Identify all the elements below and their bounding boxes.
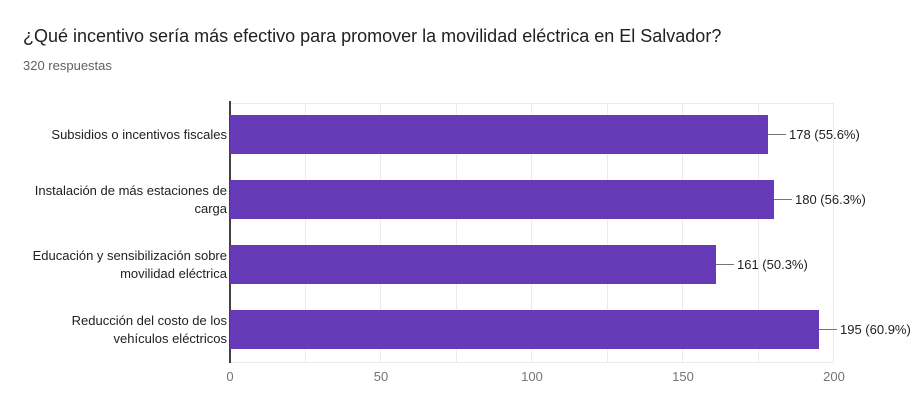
- x-tick-label: 50: [373, 369, 389, 384]
- bar: [230, 115, 768, 154]
- category-label: Reducción del costo de los vehículos elé…: [71, 312, 227, 346]
- bar: [230, 180, 774, 219]
- leader-line: [716, 264, 734, 265]
- x-tick-label: 100: [521, 369, 543, 384]
- gridline: [607, 104, 608, 362]
- plot-area: [230, 103, 834, 363]
- gridline: [758, 104, 759, 362]
- x-tick-label: 200: [823, 369, 845, 384]
- bar: [230, 310, 819, 349]
- gridline: [380, 104, 381, 362]
- bar-value-label: 195 (60.9%): [840, 322, 911, 337]
- bar-value: 178 (55.6%): [768, 115, 860, 154]
- gridline: [531, 104, 532, 362]
- bar-value-label: 161 (50.3%): [737, 257, 808, 272]
- leader-line: [819, 329, 837, 330]
- bar: [230, 245, 716, 284]
- response-count: 320 respuestas: [23, 58, 112, 73]
- leader-line: [768, 134, 786, 135]
- category-label: Subsidios o incentivos fiscales: [51, 126, 227, 142]
- bar-value-label: 180 (56.3%): [795, 192, 866, 207]
- y-axis-line: [229, 101, 231, 363]
- gridline: [456, 104, 457, 362]
- x-tick-label: 0: [226, 369, 234, 384]
- bar-value-label: 178 (55.6%): [789, 127, 860, 142]
- category-label: Educación y sensibilización sobre movili…: [32, 247, 227, 281]
- gridline: [833, 104, 834, 362]
- question-title: ¿Qué incentivo sería más efectivo para p…: [23, 26, 722, 46]
- gridline: [682, 104, 683, 362]
- bar-value: 161 (50.3%): [716, 245, 808, 284]
- x-tick-label: 150: [672, 369, 694, 384]
- leader-line: [774, 199, 792, 200]
- bar-value: 195 (60.9%): [819, 310, 911, 349]
- gridline: [305, 104, 306, 362]
- category-label: Instalación de más estaciones de carga: [34, 182, 227, 216]
- bar-value: 180 (56.3%): [774, 180, 866, 219]
